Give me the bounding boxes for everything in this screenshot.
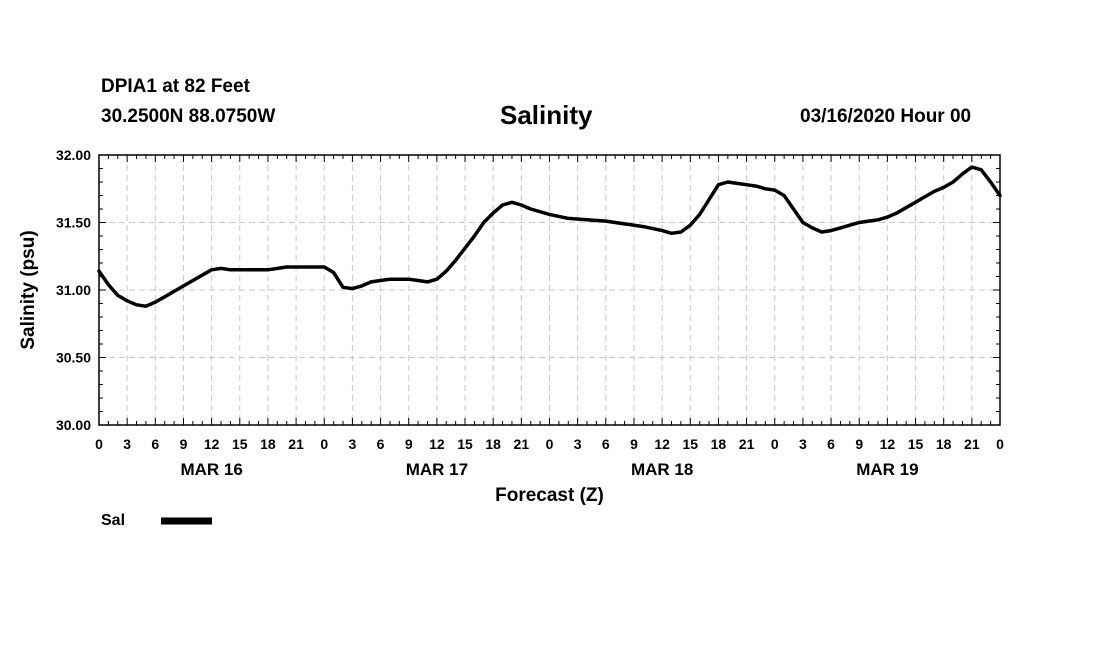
x-tick-label: 3: [799, 436, 807, 452]
x-tick-label: 9: [405, 436, 413, 452]
x-tick-label: 21: [964, 436, 980, 452]
y-tick-label: 30.00: [56, 417, 91, 433]
x-tick-label: 0: [320, 436, 328, 452]
grid-lines: [99, 155, 1000, 425]
x-tick-label: 6: [151, 436, 159, 452]
data-series: [97, 165, 1002, 308]
y-tick-label: 30.50: [56, 350, 91, 366]
station-coordinates: 30.2500N 88.0750W: [101, 106, 276, 127]
forecast-run-time: 03/16/2020 Hour 00: [800, 106, 972, 127]
x-tick-label: 18: [711, 436, 727, 452]
x-tick-label: 15: [457, 436, 473, 452]
day-label: MAR 19: [856, 460, 918, 479]
x-tick-label: 0: [95, 436, 103, 452]
series-line-sal: [97, 165, 1002, 308]
x-tick-label: 12: [880, 436, 896, 452]
x-tick-label: 18: [485, 436, 501, 452]
day-label: MAR 18: [631, 460, 693, 479]
legend-label: Sal: [101, 512, 125, 529]
x-tick-label: 0: [546, 436, 554, 452]
x-tick-label: 12: [429, 436, 445, 452]
x-tick-label: 21: [288, 436, 304, 452]
y-tick-label: 32.00: [56, 147, 91, 163]
x-tick-label: 15: [682, 436, 698, 452]
x-tick-label: 6: [377, 436, 385, 452]
x-tick-label: 0: [996, 436, 1004, 452]
x-tick-label: 12: [204, 436, 220, 452]
x-axis-title: Forecast (Z): [495, 485, 604, 506]
x-tick-label: 3: [574, 436, 582, 452]
legend: Sal: [101, 512, 212, 529]
x-tick-label: 15: [908, 436, 924, 452]
day-label: MAR 17: [406, 460, 468, 479]
x-tick-label: 15: [232, 436, 248, 452]
axes: [98, 154, 1001, 426]
x-tick-label: 12: [654, 436, 670, 452]
x-tick-label: 0: [771, 436, 779, 452]
x-tick-label: 9: [855, 436, 863, 452]
x-tick-label: 3: [349, 436, 357, 452]
x-tick-label: 6: [827, 436, 835, 452]
day-label: MAR 16: [180, 460, 242, 479]
chart-title: Salinity: [500, 100, 593, 130]
y-tick-label: 31.00: [56, 282, 91, 298]
x-tick-label: 9: [630, 436, 638, 452]
y-axis-title: Salinity (psu): [18, 230, 39, 349]
x-tick-label: 3: [123, 436, 131, 452]
x-tick-label: 18: [936, 436, 952, 452]
x-tick-label: 21: [739, 436, 755, 452]
x-tick-label: 21: [514, 436, 530, 452]
axis-labels: 30.00 30.50 31.00 31.50 32.00 0 3 6 9 12 15 18 21 0 3 6…: [18, 147, 1004, 506]
x-tick-label: 9: [180, 436, 188, 452]
station-label: DPIA1 at 82 Feet: [101, 76, 250, 97]
y-tick-label: 31.50: [56, 215, 91, 231]
x-tick-label: 6: [602, 436, 610, 452]
x-tick-label: 18: [260, 436, 276, 452]
